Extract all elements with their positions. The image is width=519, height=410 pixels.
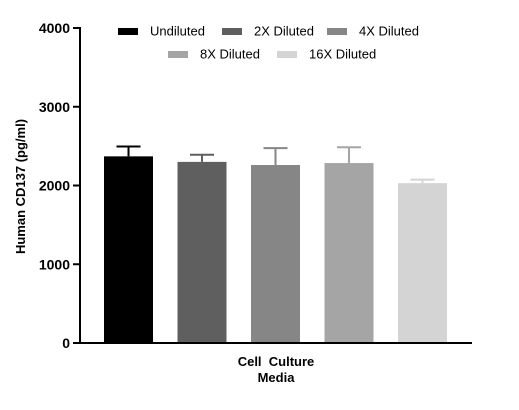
x-axis-title-line-1: Cell Culture bbox=[238, 354, 315, 369]
bar bbox=[104, 156, 153, 343]
y-tick-label: 4000 bbox=[39, 20, 70, 36]
legend-swatch bbox=[222, 28, 242, 35]
y-ticks: 0 1000 2000 3000 4000 bbox=[39, 20, 80, 351]
legend-swatch bbox=[118, 28, 138, 35]
bar bbox=[398, 183, 447, 343]
legend-swatch bbox=[327, 28, 347, 35]
legend-label: 8X Diluted bbox=[200, 47, 260, 62]
y-tick-label: 1000 bbox=[39, 256, 70, 272]
legend-swatch bbox=[277, 51, 297, 58]
error-bars bbox=[116, 145, 435, 184]
legend-label: 2X Diluted bbox=[254, 24, 314, 39]
y-tick-label: 2000 bbox=[39, 178, 70, 194]
legend-label: Undiluted bbox=[150, 24, 205, 39]
bar bbox=[177, 161, 227, 343]
x-axis-title-line-2: Media bbox=[258, 370, 296, 385]
y-tick-label: 0 bbox=[62, 335, 70, 351]
y-tick-label: 3000 bbox=[39, 99, 70, 115]
bars bbox=[104, 156, 447, 343]
y-axis-title: Human CD137 (pg/ml) bbox=[13, 119, 28, 254]
legend-label: 4X Diluted bbox=[359, 24, 419, 39]
legend: Undiluted 2X Diluted 4X Diluted 8X Diluted 1… bbox=[118, 24, 419, 62]
bar bbox=[251, 165, 300, 343]
legend-label: 16X Diluted bbox=[309, 47, 376, 62]
legend-swatch bbox=[168, 51, 188, 58]
bar bbox=[324, 163, 374, 343]
